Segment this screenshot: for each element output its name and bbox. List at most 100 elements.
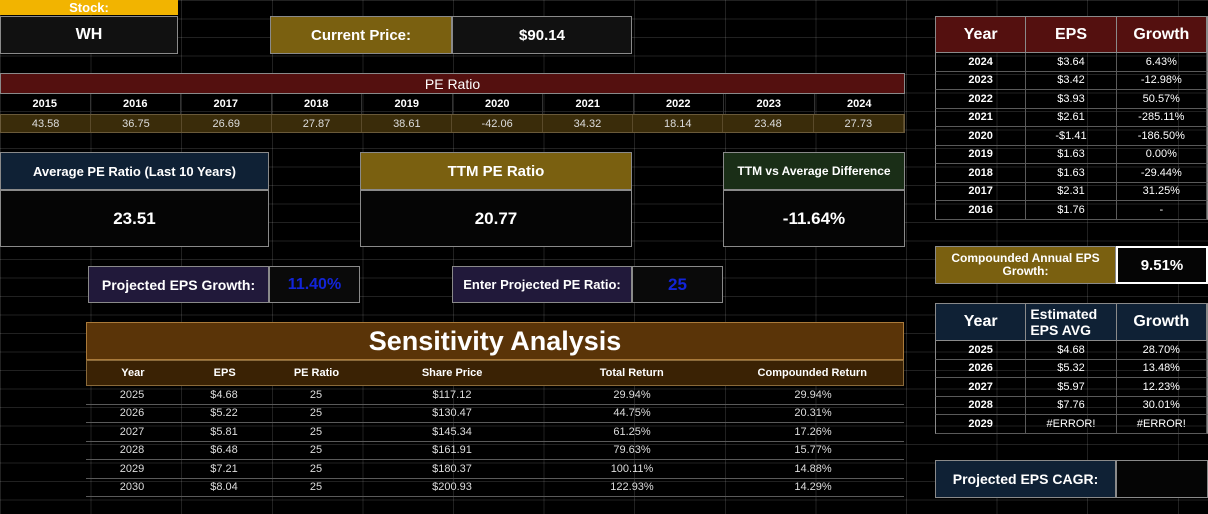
eps-history-cell[interactable]: -29.44%	[1117, 164, 1207, 182]
sensitivity-cell[interactable]: 44.75%	[613, 407, 651, 420]
pe-value-cell[interactable]: 43.58	[1, 115, 92, 132]
sensitivity-cell[interactable]: $5.22	[210, 407, 238, 420]
sensitivity-cell[interactable]: 2025	[119, 388, 145, 401]
sensitivity-cell[interactable]: 14.88%	[794, 462, 832, 475]
eps-history-cell[interactable]: $3.42	[1026, 71, 1117, 89]
sensitivity-header-cell: Year	[121, 367, 145, 379]
eps-estimate-cell[interactable]: 2025	[936, 341, 1027, 359]
sensitivity-cell[interactable]: $161.91	[432, 444, 472, 457]
sensitivity-cell[interactable]: 29.94%	[613, 388, 651, 401]
current-price-label: Current Price:	[270, 16, 452, 54]
eps-history-cell[interactable]: 2017	[936, 182, 1027, 200]
sensitivity-cell[interactable]: 79.63%	[613, 444, 651, 457]
sensitivity-cell[interactable]: 25	[309, 462, 323, 475]
sensitivity-cell[interactable]: 25	[309, 481, 323, 494]
eps-history-cell[interactable]: 50.57%	[1117, 90, 1207, 108]
eps-history-cell[interactable]: $3.93	[1026, 90, 1117, 108]
sensitivity-cell[interactable]: $5.81	[210, 425, 238, 438]
eps-history-cell[interactable]: 2016	[936, 201, 1027, 219]
sensitivity-cell[interactable]: 122.93%	[610, 481, 654, 494]
pe-value-cell[interactable]: 34.32	[543, 115, 634, 132]
table-row: 2026 $5.22 25 $130.47 44.75% 20.31%	[86, 405, 904, 423]
compounded-eps-growth-value: 9.51%	[1116, 246, 1208, 284]
pe-value-cell[interactable]: 26.69	[182, 115, 272, 132]
sensitivity-cell[interactable]: $7.21	[210, 462, 238, 475]
pe-value-cell[interactable]: 27.73	[814, 115, 904, 132]
table-row: 2018 $1.63 -29.44%	[935, 164, 1208, 183]
sensitivity-cell[interactable]: 20.31%	[794, 407, 832, 420]
pe-value-cell[interactable]: 36.75	[91, 115, 182, 132]
sensitivity-cell[interactable]: 25	[309, 407, 323, 420]
pe-value-cell[interactable]: 38.61	[362, 115, 453, 132]
eps-history-cell[interactable]: $2.61	[1026, 108, 1117, 126]
table-row: 2026 $5.32 13.48%	[935, 359, 1208, 378]
eps-history-cell[interactable]: $2.31	[1026, 182, 1117, 200]
projected-eps-growth-input[interactable]: 11.40%	[269, 266, 360, 303]
sensitivity-cell[interactable]: $145.34	[432, 425, 472, 438]
eps-history-cell[interactable]: 31.25%	[1117, 182, 1207, 200]
eps-history-cell[interactable]: 2018	[936, 164, 1027, 182]
eps-estimate-cell[interactable]: 2029	[936, 415, 1027, 433]
eps-estimate-cell[interactable]: 2027	[936, 378, 1027, 396]
eps-history-cell[interactable]: 2023	[936, 71, 1027, 89]
eps-estimate-cell[interactable]: $7.76	[1026, 396, 1117, 414]
eps-estimate-cell[interactable]: #ERROR!	[1026, 415, 1117, 433]
sensitivity-cell[interactable]: 2027	[119, 425, 145, 438]
pe-value-cell[interactable]: 23.48	[723, 115, 814, 132]
eps-history-cell[interactable]: 2020	[936, 127, 1027, 145]
eps-history-cell[interactable]: 6.43%	[1117, 53, 1207, 71]
eps-estimate-cell[interactable]: $5.32	[1026, 359, 1117, 377]
table-row: 2023 $3.42 -12.98%	[935, 71, 1208, 90]
sensitivity-cell[interactable]: 14.29%	[794, 481, 832, 494]
stock-ticker-cell[interactable]: WH	[0, 16, 178, 54]
eps-estimate-cell[interactable]: $4.68	[1026, 341, 1117, 359]
eps-history-cell[interactable]: -186.50%	[1117, 127, 1207, 145]
sensitivity-cell[interactable]: 2030	[119, 481, 145, 494]
eps-history-cell[interactable]: -285.11%	[1117, 108, 1207, 126]
pe-value-cell[interactable]: 27.87	[272, 115, 363, 132]
eps-estimate-cell[interactable]: 28.70%	[1117, 341, 1207, 359]
sensitivity-cell[interactable]: $8.04	[210, 481, 238, 494]
sensitivity-cell[interactable]: 29.94%	[794, 388, 832, 401]
eps-history-cell[interactable]: -$1.41	[1026, 127, 1117, 145]
sensitivity-cell[interactable]: 61.25%	[613, 425, 651, 438]
eps-estimate-cell[interactable]: 13.48%	[1117, 359, 1207, 377]
eps-history-cell[interactable]: $1.76	[1026, 201, 1117, 219]
eps-history-cell[interactable]: $1.63	[1026, 145, 1117, 163]
pe-value-cell[interactable]: 18.14	[633, 115, 724, 132]
sensitivity-cell[interactable]: 100.11%	[610, 462, 654, 475]
eps-estimate-cell[interactable]: #ERROR!	[1117, 415, 1207, 433]
sensitivity-cell[interactable]: 25	[309, 425, 323, 438]
eps-history-cell[interactable]: 2019	[936, 145, 1027, 163]
sensitivity-cell[interactable]: $200.93	[432, 481, 472, 494]
sensitivity-cell[interactable]: $117.12	[432, 388, 472, 401]
sensitivity-cell[interactable]: 2028	[119, 444, 145, 457]
eps-history-cell[interactable]: $1.63	[1026, 164, 1117, 182]
sensitivity-cell[interactable]: 25	[309, 388, 323, 401]
sensitivity-cell[interactable]: 2026	[119, 407, 145, 420]
sensitivity-cell[interactable]: $6.48	[210, 444, 238, 457]
sensitivity-cell[interactable]: $4.68	[210, 388, 238, 401]
sensitivity-cell[interactable]: 2029	[119, 462, 145, 475]
sensitivity-cell[interactable]: $130.47	[432, 407, 472, 420]
eps-history-cell[interactable]: 2024	[936, 53, 1027, 71]
sensitivity-cell[interactable]: $180.37	[432, 462, 472, 475]
sensitivity-cell[interactable]: 17.26%	[794, 425, 832, 438]
current-price-value[interactable]: $90.14	[452, 16, 632, 54]
eps-history-cell[interactable]: 2022	[936, 90, 1027, 108]
projected-pe-input[interactable]: 25	[632, 266, 723, 303]
eps-estimate-cell[interactable]: 2028	[936, 396, 1027, 414]
eps-history-cell[interactable]: -	[1117, 201, 1207, 219]
eps-estimate-cell[interactable]: 12.23%	[1117, 378, 1207, 396]
eps-history-cell[interactable]: 2021	[936, 108, 1027, 126]
table-row: 2029 #ERROR! #ERROR!	[935, 415, 1208, 434]
eps-history-cell[interactable]: $3.64	[1026, 53, 1117, 71]
sensitivity-cell[interactable]: 15.77%	[794, 444, 832, 457]
eps-estimate-cell[interactable]: 2026	[936, 359, 1027, 377]
eps-estimate-cell[interactable]: $5.97	[1026, 378, 1117, 396]
eps-history-cell[interactable]: 0.00%	[1117, 145, 1207, 163]
eps-estimate-cell[interactable]: 30.01%	[1117, 396, 1207, 414]
eps-history-cell[interactable]: -12.98%	[1117, 71, 1207, 89]
pe-value-cell[interactable]: -42.06	[452, 115, 543, 132]
sensitivity-cell[interactable]: 25	[309, 444, 323, 457]
